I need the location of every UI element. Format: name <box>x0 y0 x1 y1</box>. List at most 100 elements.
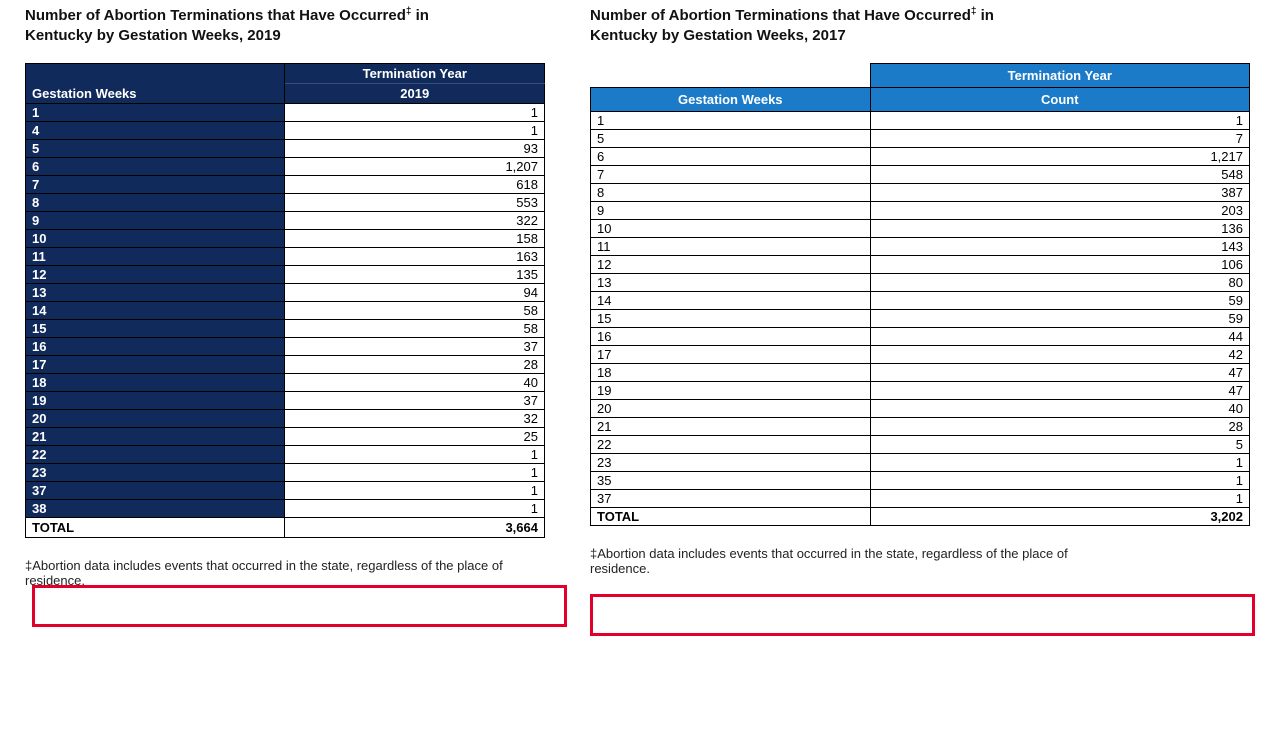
gestation-week: 9 <box>591 202 871 220</box>
count-value: 618 <box>285 176 545 194</box>
total-value: 3,202 <box>870 508 1249 526</box>
table-2019-head: Gestation Weeks Termination Year 2019 <box>26 64 545 104</box>
count-value: 44 <box>870 328 1249 346</box>
count-value: 106 <box>870 256 1249 274</box>
table-row: Gestation Weeks Termination Year <box>26 64 545 84</box>
col-header-gestation: Gestation Weeks <box>591 88 871 112</box>
table-row: 371 <box>591 490 1250 508</box>
col-header-year-group: Termination Year <box>870 64 1249 88</box>
table-row: 1947 <box>591 382 1250 400</box>
count-value: 94 <box>285 284 545 302</box>
gestation-week: 22 <box>591 436 871 454</box>
table-row: 11 <box>591 112 1250 130</box>
table-row: 2040 <box>591 400 1250 418</box>
count-value: 1 <box>870 112 1249 130</box>
gestation-week: 12 <box>26 266 285 284</box>
gestation-week: 16 <box>591 328 871 346</box>
count-value: 1 <box>870 454 1249 472</box>
gestation-week: 4 <box>26 122 285 140</box>
table-2019-body: 114159361,207761885539322101581116312135… <box>26 104 545 518</box>
col-header-year-group: Termination Year <box>285 64 545 84</box>
gestation-week: 5 <box>591 130 871 148</box>
gestation-week: 18 <box>591 364 871 382</box>
gestation-week: 20 <box>591 400 871 418</box>
table-row: 9322 <box>26 212 545 230</box>
table-row: Termination Year <box>591 64 1250 88</box>
table-row: 8387 <box>591 184 1250 202</box>
table-row: 1459 <box>591 292 1250 310</box>
gestation-week: 38 <box>26 500 285 518</box>
gestation-week: 10 <box>26 230 285 248</box>
gestation-week: 7 <box>591 166 871 184</box>
total-label: TOTAL <box>591 508 871 526</box>
gestation-week: 15 <box>591 310 871 328</box>
table-row: 7618 <box>26 176 545 194</box>
count-value: 7 <box>870 130 1249 148</box>
title-2017-line2: Kentucky by Gestation Weeks, 2017 <box>590 27 846 44</box>
count-value: 1 <box>870 490 1249 508</box>
table-row: 61,217 <box>591 148 1250 166</box>
count-value: 25 <box>285 428 545 446</box>
count-value: 40 <box>870 400 1249 418</box>
col-header-gestation: Gestation Weeks <box>26 64 285 104</box>
count-value: 58 <box>285 320 545 338</box>
footnote-2017: ‡Abortion data includes events that occu… <box>590 546 1090 576</box>
count-value: 135 <box>285 266 545 284</box>
count-value: 37 <box>285 338 545 356</box>
count-value: 163 <box>285 248 545 266</box>
count-value: 143 <box>870 238 1249 256</box>
table-2017-head: Termination Year Gestation Weeks Count <box>591 64 1250 112</box>
table-row: 11143 <box>591 238 1250 256</box>
count-value: 1 <box>285 446 545 464</box>
highlight-box-left <box>32 585 567 627</box>
page: Number of Abortion Terminations that Hav… <box>0 0 1268 608</box>
count-value: 28 <box>870 418 1249 436</box>
table-row: 1458 <box>26 302 545 320</box>
gestation-week: 11 <box>591 238 871 256</box>
table-row: 9203 <box>591 202 1250 220</box>
title-2019-line1: Number of Abortion Terminations that Hav… <box>25 7 406 24</box>
table-row: TOTAL 3,664 <box>26 518 545 538</box>
gestation-week: 37 <box>591 490 871 508</box>
count-value: 1 <box>285 122 545 140</box>
table-2017: Termination Year Gestation Weeks Count 1… <box>590 63 1250 526</box>
gestation-week: 10 <box>591 220 871 238</box>
title-2017: Number of Abortion Terminations that Hav… <box>590 5 1250 45</box>
table-row: 231 <box>591 454 1250 472</box>
table-row: 2032 <box>26 410 545 428</box>
count-value: 40 <box>285 374 545 392</box>
table-row: 1937 <box>26 392 545 410</box>
gestation-week: 8 <box>591 184 871 202</box>
gestation-week: 9 <box>26 212 285 230</box>
gestation-week: 12 <box>591 256 871 274</box>
gestation-week: 6 <box>26 158 285 176</box>
count-value: 28 <box>285 356 545 374</box>
table-row: 593 <box>26 140 545 158</box>
gestation-week: 21 <box>591 418 871 436</box>
count-value: 1 <box>285 482 545 500</box>
table-row: 8553 <box>26 194 545 212</box>
table-row: 231 <box>26 464 545 482</box>
count-value: 387 <box>870 184 1249 202</box>
count-value: 548 <box>870 166 1249 184</box>
gestation-week: 23 <box>26 464 285 482</box>
table-row: 1559 <box>591 310 1250 328</box>
table-row: 1380 <box>591 274 1250 292</box>
table-2017-body: 115761,217754883879203101361114312106138… <box>591 112 1250 508</box>
col-header-count: Count <box>870 88 1249 112</box>
count-value: 1,217 <box>870 148 1249 166</box>
table-row: 11 <box>26 104 545 122</box>
table-row: 371 <box>26 482 545 500</box>
gestation-week: 1 <box>591 112 871 130</box>
table-row: 1728 <box>26 356 545 374</box>
table-row: 41 <box>26 122 545 140</box>
count-value: 47 <box>870 382 1249 400</box>
table-row: 351 <box>591 472 1250 490</box>
count-value: 203 <box>870 202 1249 220</box>
gestation-week: 21 <box>26 428 285 446</box>
table-row: 1394 <box>26 284 545 302</box>
gestation-week: 18 <box>26 374 285 392</box>
gestation-week: 19 <box>591 382 871 400</box>
panel-2019: Number of Abortion Terminations that Hav… <box>25 0 565 588</box>
table-row: 1840 <box>26 374 545 392</box>
